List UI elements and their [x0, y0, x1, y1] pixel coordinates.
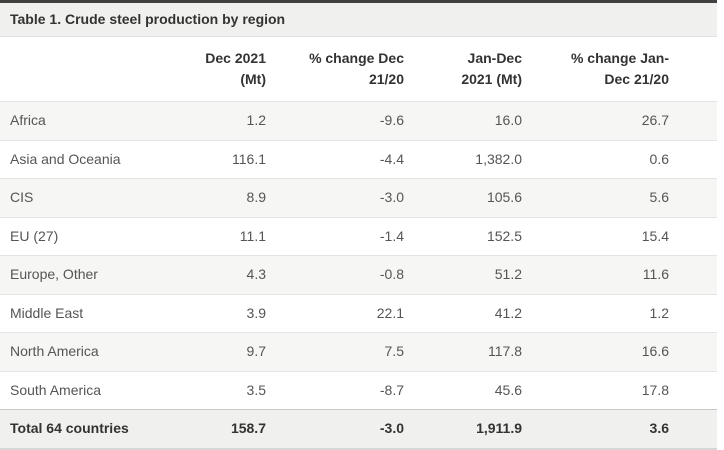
region-cell: North America — [10, 343, 99, 359]
column-header-pct-change-dec: % change Dec 21/20 — [309, 50, 404, 87]
jan-dec-2021-mt-cell: 105.6 — [486, 189, 522, 205]
jan-dec-2021-mt-cell: 152.5 — [486, 227, 522, 244]
dec-2021-mt-cell: 116.1 — [232, 150, 266, 167]
region-cell: Europe, Other — [10, 266, 98, 282]
column-header-jan-dec-2021-mt: Jan-Dec 2021 (Mt) — [461, 50, 522, 87]
table-body: Africa 1.2 -9.6 16.0 26.7 Asia and Oceania 116… — [0, 101, 717, 410]
total-pct-change-jan-dec: 3.6 — [649, 420, 669, 436]
table-row: EU (27) 11.1 -1.4 152.5 15.4 — [0, 217, 717, 256]
total-pct-change-dec: -3.0 — [379, 420, 404, 436]
jan-dec-2021-mt-cell: 16.0 — [494, 112, 522, 128]
pct-change-dec-cell: -3.0 — [379, 189, 404, 205]
pct-change-jan-dec-cell: 1.2 — [649, 304, 669, 321]
pct-change-dec-cell: 7.5 — [384, 343, 404, 359]
pct-change-dec-cell: -0.8 — [379, 266, 404, 282]
pct-change-jan-dec-cell: 11.6 — [642, 266, 669, 282]
column-header-pct-change-jan-dec: % change Jan- Dec 21/20 — [570, 50, 669, 87]
jan-dec-2021-mt-cell: 117.8 — [488, 343, 522, 359]
region-cell: Middle East — [10, 304, 84, 321]
pct-change-dec-cell: -1.4 — [379, 227, 404, 244]
table-title: Table 1. Crude steel production by regio… — [0, 0, 717, 37]
dec-2021-mt-cell: 8.9 — [246, 189, 266, 205]
dec-2021-mt-cell: 11.1 — [239, 227, 266, 244]
dec-2021-mt-cell: 3.9 — [246, 304, 266, 321]
table-row: North America 9.7 7.5 117.8 16.6 — [0, 332, 717, 371]
pct-change-dec-cell: -9.6 — [379, 112, 404, 128]
table-row: CIS 8.9 -3.0 105.6 5.6 — [0, 178, 717, 217]
pct-change-jan-dec-cell: 26.7 — [641, 112, 669, 128]
dec-2021-mt-cell: 4.3 — [246, 266, 266, 282]
region-cell: Asia and Oceania — [10, 150, 121, 167]
region-cell: EU (27) — [10, 227, 59, 244]
crude-steel-production-table: Dec 2021 (Mt) % change Dec 21/20 Jan-Dec… — [0, 37, 717, 450]
region-cell: South America — [10, 381, 102, 398]
total-jan-dec-2021-mt: 1,911.9 — [476, 420, 522, 436]
pct-change-jan-dec-cell: 15.4 — [641, 227, 669, 244]
pct-change-jan-dec-cell: 17.8 — [641, 381, 669, 398]
total-dec-2021-mt: 158.7 — [230, 420, 266, 436]
table-row: Asia and Oceania 116.1 -4.4 1,382.0 0.6 — [0, 140, 717, 179]
pct-change-jan-dec-cell: 0.6 — [649, 150, 669, 167]
total-row: Total 64 countries 158.7 -3.0 1,911.9 3.… — [0, 409, 717, 449]
table-header-row: Dec 2021 (Mt) % change Dec 21/20 Jan-Dec… — [0, 37, 717, 102]
pct-change-dec-cell: 22.1 — [376, 304, 404, 321]
dec-2021-mt-cell: 9.7 — [246, 343, 266, 359]
jan-dec-2021-mt-cell: 1,382.0 — [475, 150, 522, 167]
dec-2021-mt-cell: 3.5 — [246, 381, 266, 398]
region-cell: Africa — [10, 112, 46, 128]
pct-change-dec-cell: -8.7 — [379, 381, 404, 398]
jan-dec-2021-mt-cell: 41.2 — [494, 304, 522, 321]
table-row: Africa 1.2 -9.6 16.0 26.7 — [0, 101, 717, 140]
dec-2021-mt-cell: 1.2 — [246, 112, 266, 128]
column-header-region — [0, 37, 190, 102]
table-row: South America 3.5 -8.7 45.6 17.8 — [0, 371, 717, 410]
table-row: Middle East 3.9 22.1 41.2 1.2 — [0, 294, 717, 333]
region-cell: CIS — [10, 189, 34, 205]
pct-change-jan-dec-cell: 16.6 — [641, 343, 669, 359]
pct-change-dec-cell: -4.4 — [379, 150, 404, 167]
jan-dec-2021-mt-cell: 51.2 — [494, 266, 522, 282]
jan-dec-2021-mt-cell: 45.6 — [494, 381, 522, 398]
column-header-dec-2021-mt: Dec 2021 (Mt) — [205, 50, 266, 87]
total-row-label: Total 64 countries — [10, 420, 129, 436]
pct-change-jan-dec-cell: 5.6 — [649, 189, 669, 205]
table-row: Europe, Other 4.3 -0.8 51.2 11.6 — [0, 255, 717, 294]
table-footer: Total 64 countries 158.7 -3.0 1,911.9 3.… — [0, 409, 717, 449]
